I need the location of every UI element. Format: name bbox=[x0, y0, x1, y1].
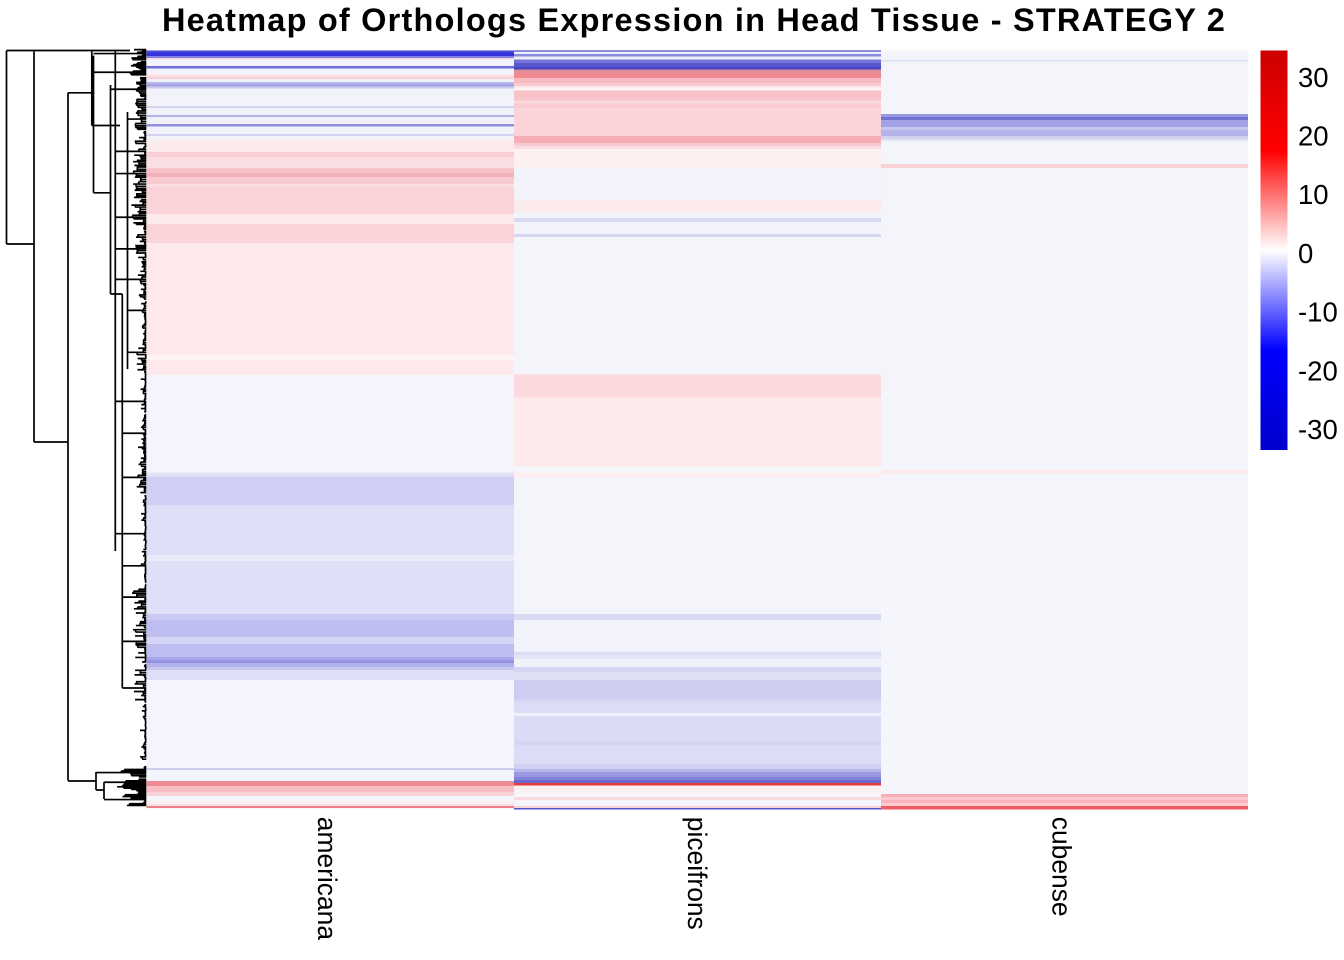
svg-text:piceifrons: piceifrons bbox=[682, 817, 712, 930]
svg-text:0: 0 bbox=[1298, 238, 1313, 269]
svg-text:americana: americana bbox=[312, 817, 342, 941]
svg-text:-30: -30 bbox=[1298, 414, 1338, 445]
svg-text:cubense: cubense bbox=[1047, 817, 1077, 917]
svg-text:-20: -20 bbox=[1298, 355, 1338, 386]
svg-text:20: 20 bbox=[1298, 121, 1329, 152]
svg-text:30: 30 bbox=[1298, 62, 1329, 93]
svg-text:-10: -10 bbox=[1298, 297, 1338, 328]
svg-text:10: 10 bbox=[1298, 179, 1329, 210]
svg-text:Heatmap of Orthologs Expressio: Heatmap of Orthologs Expression in Head … bbox=[162, 2, 1226, 38]
